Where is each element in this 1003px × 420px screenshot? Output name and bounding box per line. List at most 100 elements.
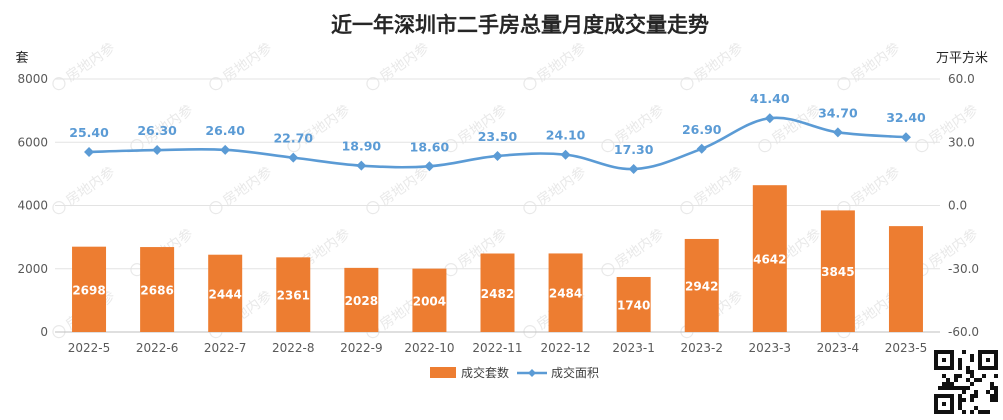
watermark-text: 房地内参 xyxy=(769,101,825,147)
left-axis-tick: 0 xyxy=(40,325,48,339)
watermark-logo-icon xyxy=(837,77,851,91)
line-data-label: 18.90 xyxy=(342,139,382,154)
qr-module xyxy=(958,366,962,370)
line-marker xyxy=(628,164,639,175)
watermark: 房地内参 xyxy=(52,39,119,91)
bar-data-label: 2361 xyxy=(277,289,310,303)
qr-module xyxy=(950,382,954,386)
qr-module xyxy=(970,374,974,378)
qr-module xyxy=(958,398,962,402)
left-axis-tick: 4000 xyxy=(17,199,48,213)
qr-module xyxy=(950,386,954,390)
qr-module xyxy=(970,410,974,414)
qr-module xyxy=(966,386,970,390)
qr-module xyxy=(958,358,962,362)
bar-data-label: 2686 xyxy=(140,284,173,298)
watermark-logo-icon xyxy=(52,325,66,339)
qr-module xyxy=(954,378,958,382)
x-axis-tick: 2022-5 xyxy=(68,341,111,355)
bar xyxy=(72,246,107,332)
x-axis-tick: 2023-3 xyxy=(749,341,792,355)
qr-module xyxy=(986,410,990,414)
watermark: 房地内参 xyxy=(758,101,825,153)
line-data-label: 34.70 xyxy=(818,105,858,120)
bar xyxy=(616,276,651,332)
line-marker xyxy=(832,127,843,138)
line-marker xyxy=(696,143,707,154)
line-data-label: 17.30 xyxy=(614,142,654,157)
x-axis-tick: 2022-12 xyxy=(541,341,591,355)
legend-marker-line xyxy=(528,369,536,377)
x-axis-tick: 2022-8 xyxy=(272,341,315,355)
line-marker xyxy=(356,160,367,171)
line-marker xyxy=(220,144,231,155)
x-axis-tick: 2022-6 xyxy=(136,341,179,355)
qr-module xyxy=(990,386,994,390)
right-axis-tick: 60.0 xyxy=(948,72,975,86)
watermark: 房地内参 xyxy=(601,225,667,277)
x-axis-tick: 2023-2 xyxy=(680,341,723,355)
watermark-text: 房地内参 xyxy=(534,39,590,85)
watermark-text: 房地内参 xyxy=(691,39,747,85)
legend-label-line: 成交面积 xyxy=(551,365,599,380)
qr-module xyxy=(970,398,974,402)
watermark-text: 房地内参 xyxy=(377,163,433,209)
qr-finder-core xyxy=(942,358,946,362)
bar xyxy=(888,226,923,332)
watermark: 房地内参 xyxy=(366,163,433,215)
line-data-label: 22.70 xyxy=(273,131,313,146)
watermark-logo-icon xyxy=(209,77,223,91)
watermark-logo-icon xyxy=(680,77,694,91)
qr-module xyxy=(974,394,978,398)
qr-module xyxy=(994,386,998,390)
line-marker xyxy=(152,145,163,156)
watermark-text: 房地内参 xyxy=(848,163,904,209)
qr-module xyxy=(966,366,970,370)
bar xyxy=(480,253,515,332)
watermark: 房地内参 xyxy=(209,163,276,215)
line-data-label: 18.60 xyxy=(410,139,450,154)
qr-module xyxy=(970,370,974,374)
bar-series: 2698 2686 2444 2361 2028 2004 2482 2484 1740 2942… xyxy=(72,185,923,332)
watermark-text: 房地内参 xyxy=(612,101,668,147)
bar-data-label: 2028 xyxy=(345,294,378,308)
line-data-label: 26.40 xyxy=(205,123,245,138)
qr-module xyxy=(954,374,958,378)
qr-module xyxy=(938,386,942,390)
bar-data-label: 3845 xyxy=(821,265,854,279)
watermark-text: 房地内参 xyxy=(220,163,276,209)
watermark-logo-icon xyxy=(366,77,380,91)
watermark: 房地内参 xyxy=(837,39,903,91)
line-data-label: 24.10 xyxy=(546,128,586,143)
bar xyxy=(820,210,855,332)
qr-module xyxy=(982,374,986,378)
watermark-logo-icon xyxy=(523,325,537,339)
qr-module xyxy=(990,398,994,402)
qr-module xyxy=(970,394,974,398)
qr-module xyxy=(958,386,962,390)
bar xyxy=(548,253,583,332)
x-axis: 2022-5 2022-6 2022-7 2022-8 2022-9 2022-10 202… xyxy=(68,341,927,355)
watermark: 房地内参 xyxy=(209,39,275,91)
qr-module xyxy=(994,390,998,394)
x-axis-tick: 2022-10 xyxy=(404,341,454,355)
legend-swatch-bar xyxy=(430,367,456,378)
watermark-text: 房地内参 xyxy=(63,39,119,85)
qr-module xyxy=(946,382,950,386)
qr-module xyxy=(962,350,966,354)
bar xyxy=(684,238,719,332)
bar xyxy=(276,257,311,332)
qr-code-image xyxy=(933,349,999,415)
qr-module xyxy=(970,382,974,386)
legend: 成交套数 成交面积 xyxy=(430,365,599,380)
watermark: 房地内参 xyxy=(366,39,432,91)
watermark-logo-icon xyxy=(209,201,223,215)
qr-module xyxy=(994,394,998,398)
qr-module xyxy=(942,374,946,378)
watermark-logo-icon xyxy=(601,263,615,277)
bar-data-label: 2484 xyxy=(549,287,582,301)
x-axis-tick: 2023-5 xyxy=(885,341,928,355)
line-marker xyxy=(492,150,503,161)
qr-module xyxy=(962,410,966,414)
